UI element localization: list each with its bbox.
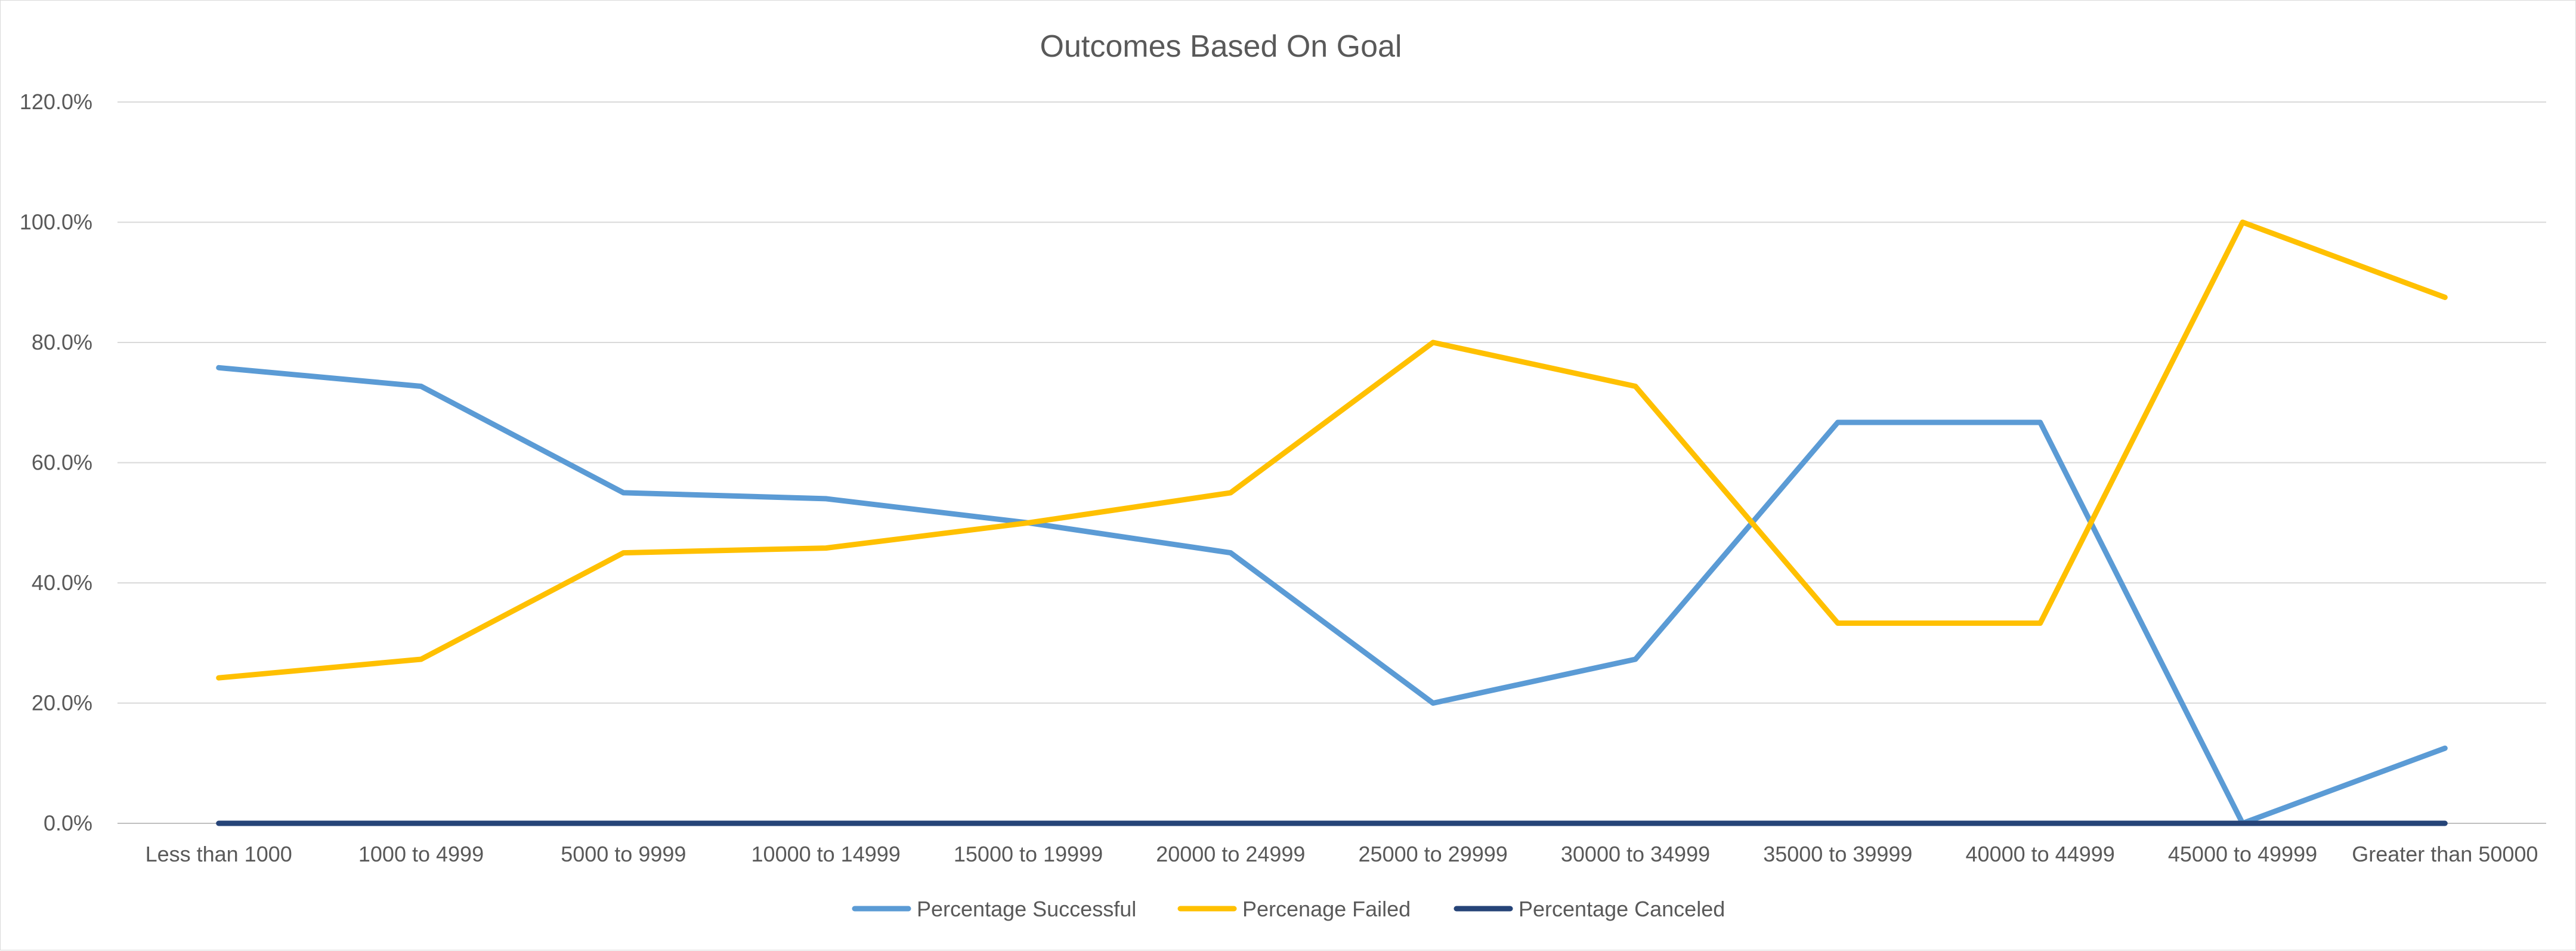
y-axis-tick-labels: 0.0% 20.0% 40.0% 60.0% 80.0% 100.0% 120.0% bbox=[20, 89, 92, 835]
y-tick-label: 40.0% bbox=[32, 570, 92, 595]
series-lines bbox=[216, 220, 2448, 826]
x-tick-label: 25000 to 29999 bbox=[1359, 842, 1508, 866]
x-tick-label: 40000 to 44999 bbox=[1966, 842, 2115, 866]
chart-title: Outcomes Based On Goal bbox=[1040, 29, 1402, 64]
x-tick-label: 30000 to 34999 bbox=[1561, 842, 1710, 866]
y-tick-label: 80.0% bbox=[32, 330, 92, 354]
legend: Percentage Successful Percenage Failed Per… bbox=[852, 897, 1725, 921]
x-tick-label: 45000 to 49999 bbox=[2168, 842, 2317, 866]
y-tick-label: 20.0% bbox=[32, 691, 92, 715]
legend-entry-label: Percenage Failed bbox=[1242, 897, 1411, 921]
series-line-1 bbox=[216, 365, 2448, 826]
legend-entry-label: Percentage Canceled bbox=[1519, 897, 1725, 921]
x-tick-label: 20000 to 24999 bbox=[1156, 842, 1305, 866]
series-line-2 bbox=[216, 220, 2448, 681]
y-tick-label: 120.0% bbox=[20, 89, 92, 114]
y-tick-label: 60.0% bbox=[32, 450, 92, 475]
x-tick-label: Less than 1000 bbox=[146, 842, 292, 866]
legend-entry-label: Percentage Successful bbox=[917, 897, 1136, 921]
x-tick-label: 5000 to 9999 bbox=[561, 842, 686, 866]
gridlines bbox=[117, 101, 2546, 824]
y-tick-label: 0.0% bbox=[44, 811, 92, 835]
x-tick-label: Greater than 50000 bbox=[2352, 842, 2538, 866]
x-axis-tick-labels: Less than 1000 1000 to 4999 5000 to 9999 10… bbox=[146, 842, 2538, 866]
y-tick-label: 100.0% bbox=[20, 210, 92, 234]
x-tick-label: 10000 to 14999 bbox=[752, 842, 901, 866]
x-tick-label: 1000 to 4999 bbox=[358, 842, 484, 866]
x-tick-label: 35000 to 39999 bbox=[1763, 842, 1912, 866]
x-tick-label: 15000 to 19999 bbox=[954, 842, 1103, 866]
